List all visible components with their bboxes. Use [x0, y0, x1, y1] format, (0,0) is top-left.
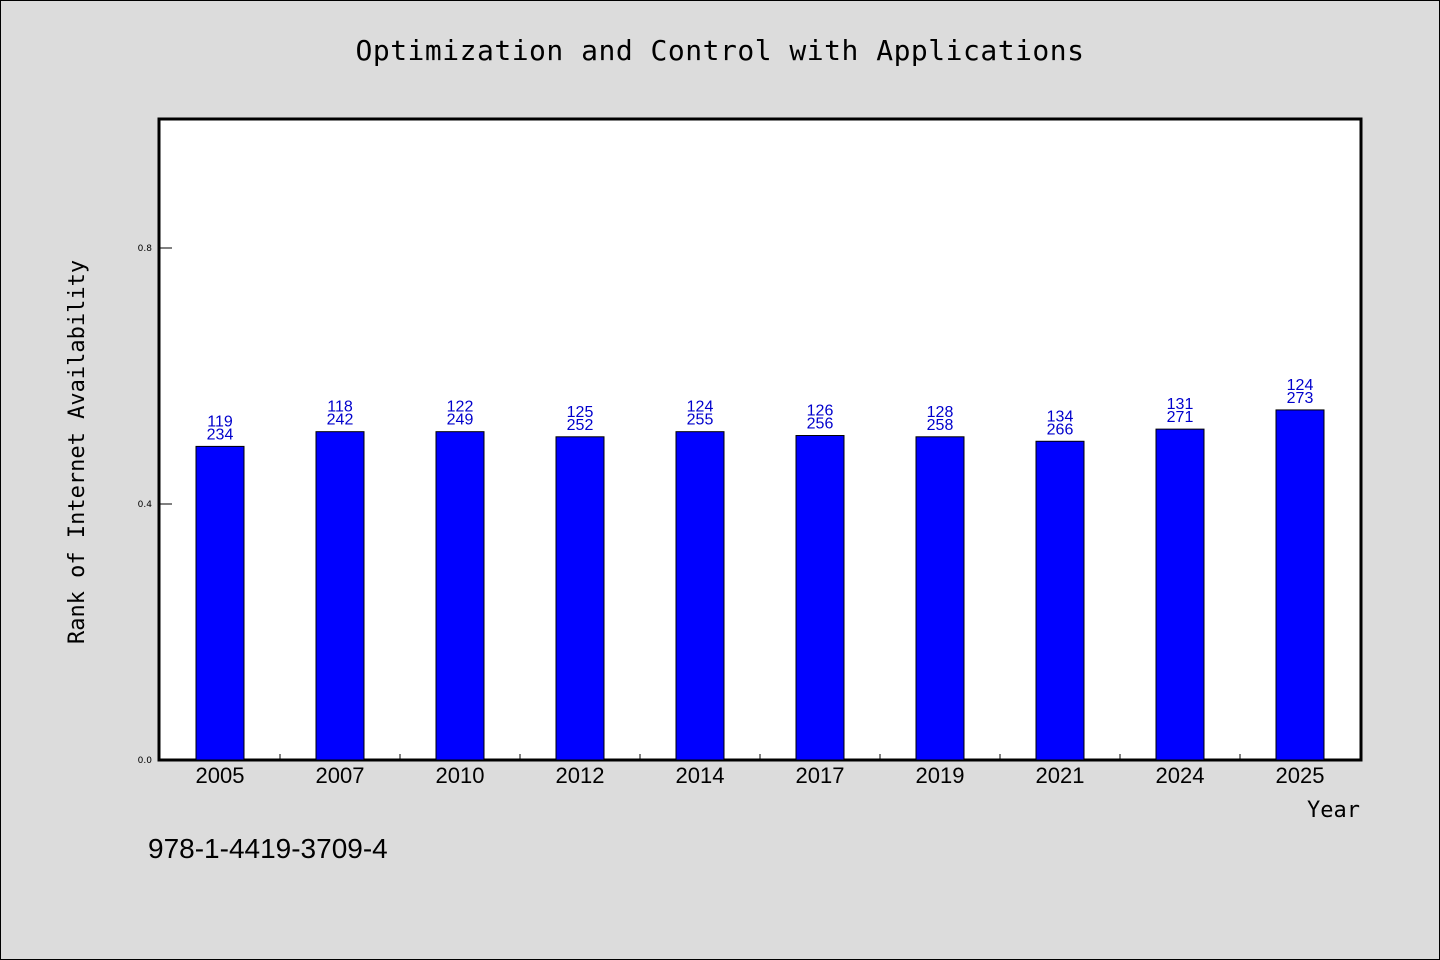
data-label-lower: 256 [807, 416, 834, 433]
axis-ticks: 0.0 0.4 0.8 [138, 244, 1241, 766]
x-tick-label: 2021 [1036, 763, 1085, 788]
y-tick-label: 0.8 [138, 244, 153, 254]
data-label-upper: 125 [567, 404, 594, 421]
x-tick-label: 2007 [316, 763, 365, 788]
y-tick-label: 0.4 [138, 500, 153, 510]
bar [555, 436, 605, 761]
data-label-lower: 249 [447, 412, 474, 429]
data-label-upper: 134 [1047, 408, 1074, 425]
x-tick-label: 2024 [1156, 763, 1205, 788]
data-label-upper: 126 [807, 403, 834, 420]
chart-title: Optimization and Control with Applicatio… [355, 34, 1085, 67]
x-axis-label: Year [1307, 798, 1360, 823]
bar [675, 431, 725, 761]
data-label-lower: 255 [687, 412, 714, 429]
bar [1035, 440, 1085, 761]
x-tick-label: 2017 [796, 763, 845, 788]
y-axis-label: Rank of Internet Availability [65, 260, 90, 644]
bars [195, 409, 1325, 761]
bar [795, 435, 845, 761]
data-label-lower: 273 [1287, 390, 1314, 407]
bar [195, 445, 245, 761]
data-label-upper: 119 [207, 413, 233, 430]
bar [915, 436, 965, 761]
bar [435, 431, 485, 761]
x-tick-label: 2010 [436, 763, 485, 788]
x-tick-label: 2014 [676, 763, 725, 788]
book-identifier: 978-1-4419-3709-4 [148, 833, 388, 864]
x-tick-labels: 2005 2007 2010 2012 2014 2017 2019 2021 2024 2025 [196, 763, 1325, 788]
x-tick-label: 2025 [1276, 763, 1325, 788]
data-label-upper: 128 [927, 404, 954, 421]
data-label-upper: 118 [327, 399, 353, 416]
bar [315, 431, 365, 761]
x-tick-label: 2005 [196, 763, 245, 788]
data-label-lower: 242 [327, 412, 354, 429]
bar [1275, 409, 1325, 761]
bar [1155, 428, 1205, 761]
data-label-lower: 234 [207, 426, 234, 443]
x-tick-label: 2012 [556, 763, 605, 788]
data-label-upper: 124 [1287, 377, 1314, 394]
data-label-upper: 131 [1167, 396, 1194, 413]
data-label-lower: 252 [567, 417, 594, 434]
y-tick-label: 0.0 [138, 756, 153, 766]
data-label-lower: 258 [927, 417, 954, 434]
data-label-upper: 122 [447, 399, 474, 416]
data-label-lower: 266 [1047, 421, 1074, 438]
data-label-upper: 124 [687, 399, 714, 416]
x-tick-label: 2019 [916, 763, 965, 788]
data-label-lower: 271 [1167, 409, 1194, 426]
